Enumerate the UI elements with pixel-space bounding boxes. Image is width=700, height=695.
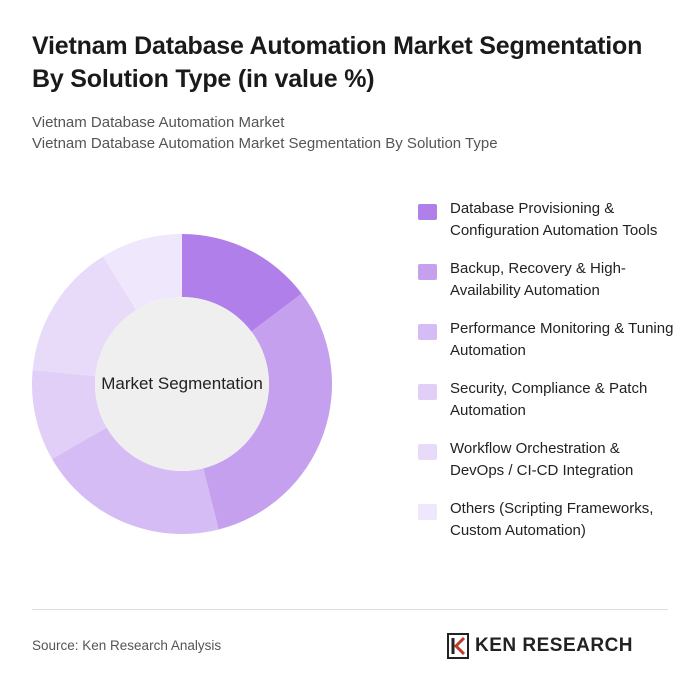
donut-center bbox=[95, 297, 269, 471]
legend-item-provisioning: Database Provisioning & Configuration Au… bbox=[418, 198, 678, 242]
ken-research-logo-icon bbox=[447, 633, 469, 659]
chart-subtitle-segmentation: Vietnam Database Automation Market Segme… bbox=[32, 135, 498, 152]
donut-slice-2 bbox=[52, 427, 219, 534]
legend-item-backup: Backup, Recovery & High-Availability Aut… bbox=[418, 258, 678, 302]
legend-label: Performance Monitoring & Tuning Automati… bbox=[450, 320, 674, 359]
donut-chart-svg bbox=[32, 234, 333, 534]
source-note: Source: Ken Research Analysis bbox=[32, 638, 222, 653]
chart-legend: Database Provisioning & Configuration Au… bbox=[418, 198, 678, 558]
legend-swatch bbox=[418, 264, 437, 280]
legend-label: Workflow Orchestration & DevOps / CI-CD … bbox=[450, 440, 634, 479]
chart-title: Vietnam Database Automation Market Segme… bbox=[32, 32, 643, 93]
chart-subtitle-market: Vietnam Database Automation Market bbox=[32, 114, 285, 131]
legend-label: Database Provisioning & Configuration Au… bbox=[450, 200, 658, 239]
legend-swatch bbox=[418, 444, 437, 460]
ken-research-logo-text: KEN RESEARCH bbox=[475, 635, 634, 656]
legend-swatch bbox=[418, 384, 437, 400]
donut-slice-0 bbox=[182, 234, 302, 332]
donut-slice-5 bbox=[103, 234, 182, 311]
ken-research-logo: KEN RESEARCH bbox=[447, 632, 633, 660]
legend-item-workflow: Workflow Orchestration & DevOps / CI-CD … bbox=[418, 438, 678, 482]
legend-item-performance: Performance Monitoring & Tuning Automati… bbox=[418, 318, 678, 362]
donut-slice-4 bbox=[32, 256, 137, 376]
footer-divider bbox=[32, 609, 668, 610]
donut-slice-3 bbox=[32, 370, 107, 459]
legend-swatch bbox=[418, 204, 437, 220]
legend-item-security: Security, Compliance & Patch Automation bbox=[418, 378, 678, 422]
legend-swatch bbox=[418, 324, 437, 340]
legend-label: Backup, Recovery & High-Availability Aut… bbox=[450, 260, 626, 299]
legend-swatch bbox=[418, 504, 437, 520]
legend-label: Security, Compliance & Patch Automation bbox=[450, 380, 648, 419]
donut-slice-1 bbox=[203, 293, 333, 530]
legend-item-others: Others (Scripting Frameworks, Custom Aut… bbox=[418, 498, 678, 542]
legend-label: Others (Scripting Frameworks, Custom Aut… bbox=[450, 500, 654, 539]
donut-chart bbox=[22, 224, 342, 544]
